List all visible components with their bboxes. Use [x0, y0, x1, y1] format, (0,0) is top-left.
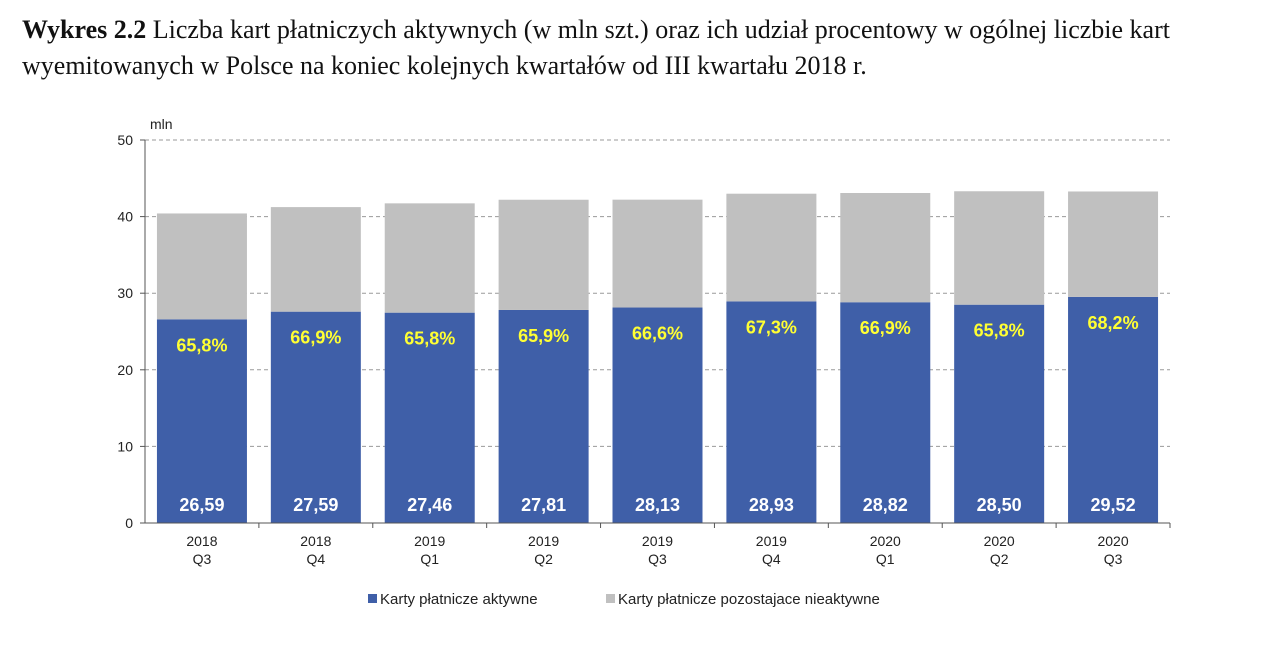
x-tick-label-year: 2019: [528, 533, 559, 549]
legend: Karty płatnicze aktywne Karty płatnicze p…: [368, 591, 880, 608]
bar-value-label: 28,82: [863, 495, 908, 515]
x-tick-label-quarter: Q2: [990, 551, 1009, 567]
bar-value-label: 27,46: [407, 495, 452, 515]
bar-inactive: [612, 199, 703, 308]
chart-caption: Wykres 2.2 Liczba kart płatniczych aktyw…: [22, 12, 1262, 84]
share-percent-label: 65,8%: [974, 321, 1025, 341]
bar-inactive: [726, 193, 817, 302]
x-tick-label-quarter: Q1: [876, 551, 895, 567]
bar-inactive: [954, 191, 1045, 305]
x-tick-label-year: 2020: [984, 533, 1015, 549]
y-tick-label: 0: [125, 515, 133, 531]
y-tick-label: 40: [117, 209, 133, 225]
bar-active: [384, 312, 475, 523]
x-tick-label-year: 2018: [300, 533, 331, 549]
share-percent-label: 66,9%: [290, 328, 341, 348]
bar-value-label: 29,52: [1091, 495, 1136, 515]
bar-active: [156, 319, 247, 523]
bars-group: 26,59 65,8% 27,59 66,9% 27,46 65,8% 27,81 65,9%…: [156, 191, 1159, 523]
bar-inactive: [270, 207, 361, 312]
x-tick-label-year: 2019: [414, 533, 445, 549]
bar-active: [270, 311, 361, 523]
share-percent-label: 67,3%: [746, 317, 797, 337]
y-tick-label: 30: [117, 285, 133, 301]
x-tick-label-quarter: Q2: [534, 551, 553, 567]
bar-value-label: 26,59: [179, 495, 224, 515]
legend-item-inactive-swatch: [606, 594, 615, 603]
bar-inactive: [1068, 191, 1159, 297]
legend-item-active-label: Karty płatnicze aktywne: [380, 591, 538, 608]
bar-active: [1068, 296, 1159, 523]
share-percent-label: 65,8%: [176, 335, 227, 355]
x-tick-label-year: 2020: [870, 533, 901, 549]
bar-value-label: 27,81: [521, 495, 566, 515]
y-axis-unit-label: mln: [150, 116, 173, 132]
bar-inactive: [498, 199, 589, 310]
x-tick-label-quarter: Q4: [306, 551, 325, 567]
x-tick-label-quarter: Q4: [762, 551, 781, 567]
x-tick-label-quarter: Q3: [1104, 551, 1123, 567]
y-tick-label: 10: [117, 438, 133, 454]
x-tick-label-quarter: Q3: [648, 551, 667, 567]
x-tick-label-year: 2019: [756, 533, 787, 549]
x-tick-label-year: 2020: [1097, 533, 1128, 549]
x-tick-label-quarter: Q1: [420, 551, 439, 567]
bar-active: [498, 309, 589, 523]
axes-group: 0 10 20 30 40 50 2018 Q3 2018 Q4 2019 Q1 2019 Q2 2019 Q…: [117, 132, 1171, 567]
y-tick-label: 20: [117, 362, 133, 378]
x-tick-label-year: 2018: [186, 533, 217, 549]
share-percent-label: 66,9%: [860, 318, 911, 338]
share-percent-label: 65,9%: [518, 326, 569, 346]
bar-inactive: [840, 193, 931, 303]
x-tick-label-year: 2019: [642, 533, 673, 549]
legend-item-inactive-label: Karty płatnicze pozostajace nieaktywne: [618, 591, 880, 608]
bar-active: [726, 301, 817, 523]
x-tick-label-quarter: Q3: [193, 551, 212, 567]
caption-prefix: Wykres 2.2: [22, 15, 147, 44]
bar-active: [612, 307, 703, 523]
y-tick-label: 50: [117, 132, 133, 148]
share-percent-label: 68,2%: [1088, 313, 1139, 333]
bar-value-label: 28,13: [635, 495, 680, 515]
share-percent-label: 66,6%: [632, 324, 683, 344]
bar-active: [840, 302, 931, 523]
bar-inactive: [156, 213, 247, 320]
bar-value-label: 28,50: [977, 495, 1022, 515]
caption-text: Liczba kart płatniczych aktywnych (w mln…: [22, 15, 1170, 80]
bar-value-label: 27,59: [293, 495, 338, 515]
legend-item-active-swatch: [368, 594, 377, 603]
share-percent-label: 65,8%: [404, 329, 455, 349]
bar-active: [954, 304, 1045, 523]
bar-inactive: [384, 203, 475, 313]
bar-value-label: 28,93: [749, 495, 794, 515]
